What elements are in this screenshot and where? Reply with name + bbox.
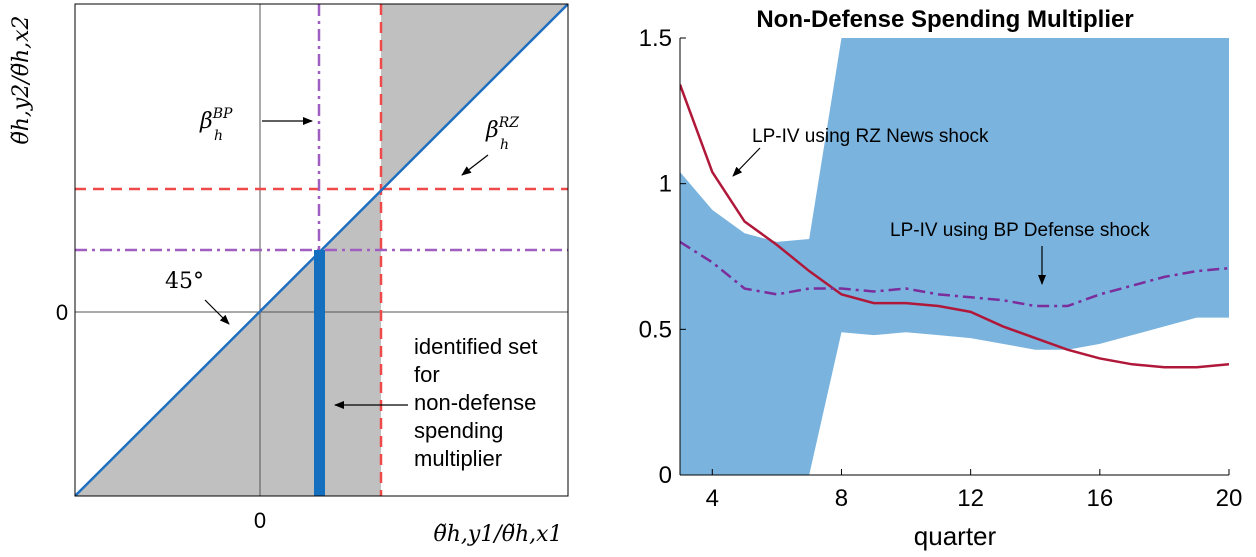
beta-bp-label: βBP	[199, 106, 233, 134]
identified-set-bar	[314, 250, 325, 496]
left-x-axis-label: θ̃h,y1/θ̃h,x1	[433, 522, 562, 547]
left-x-tick-zero: 0	[254, 508, 266, 533]
beta-rz-subscript: h	[500, 137, 509, 153]
x-tick-label: 8	[835, 485, 848, 512]
annotation-rz-news: LP-IV using RZ News shock	[752, 126, 989, 147]
identified-set-line-1: identified set	[414, 334, 538, 359]
confidence-band	[680, 38, 1229, 475]
beta-rz-superscript: RZ	[498, 115, 520, 131]
y-tick-label: 1	[659, 171, 672, 198]
annotation-rz-news-arrow	[732, 147, 761, 177]
identified-set-line-4: spending	[414, 418, 503, 443]
x-tick-label: 4	[706, 485, 719, 512]
left-y-tick-zero: 0	[56, 300, 68, 325]
beta-rz-arrow	[461, 154, 489, 176]
y-tick-label: 0	[659, 462, 672, 489]
beta-bp-subscript: h	[214, 128, 223, 144]
left-plot-frame	[74, 3, 569, 497]
identified-set-line-5: multiplier	[414, 446, 502, 471]
forty-five-label: 45°	[165, 269, 204, 294]
y-tick-label: 1.5	[639, 25, 672, 52]
x-axis-label: quarter	[914, 521, 997, 551]
identified-set-label: identified set for non-defense spending …	[414, 334, 544, 471]
beta-bp-superscript: BP	[212, 106, 233, 122]
series-line-bp-defense	[680, 240, 1229, 308]
x-tick-label: 16	[1086, 485, 1113, 512]
identified-set-line-3: non-defense	[414, 390, 536, 415]
identified-set-line-2: for	[414, 362, 440, 387]
x-tick-label: 12	[957, 485, 984, 512]
x-tick-label: 20	[1216, 485, 1243, 512]
beta-rz-label: βRZ	[485, 115, 519, 143]
annotation-bp-defense: LP-IV using BP Defense shock	[890, 220, 1150, 241]
beta-rz-symbol: β	[485, 118, 499, 143]
forty-five-arrow	[204, 299, 230, 325]
left-panel	[75, 4, 568, 496]
left-y-axis-label: θ̃h,y2/θ̃h,x2	[9, 15, 34, 144]
series-line-rz-news	[680, 84, 1229, 369]
beta-bp-symbol: β	[199, 109, 213, 134]
y-tick-label: 0.5	[639, 316, 672, 343]
right-plot-area	[680, 38, 1229, 475]
right-axes: 4 8 12 16 20 0 0.5 1 1.5	[639, 25, 1243, 512]
chart-title: Non-Defense Spending Multiplier	[756, 6, 1133, 33]
